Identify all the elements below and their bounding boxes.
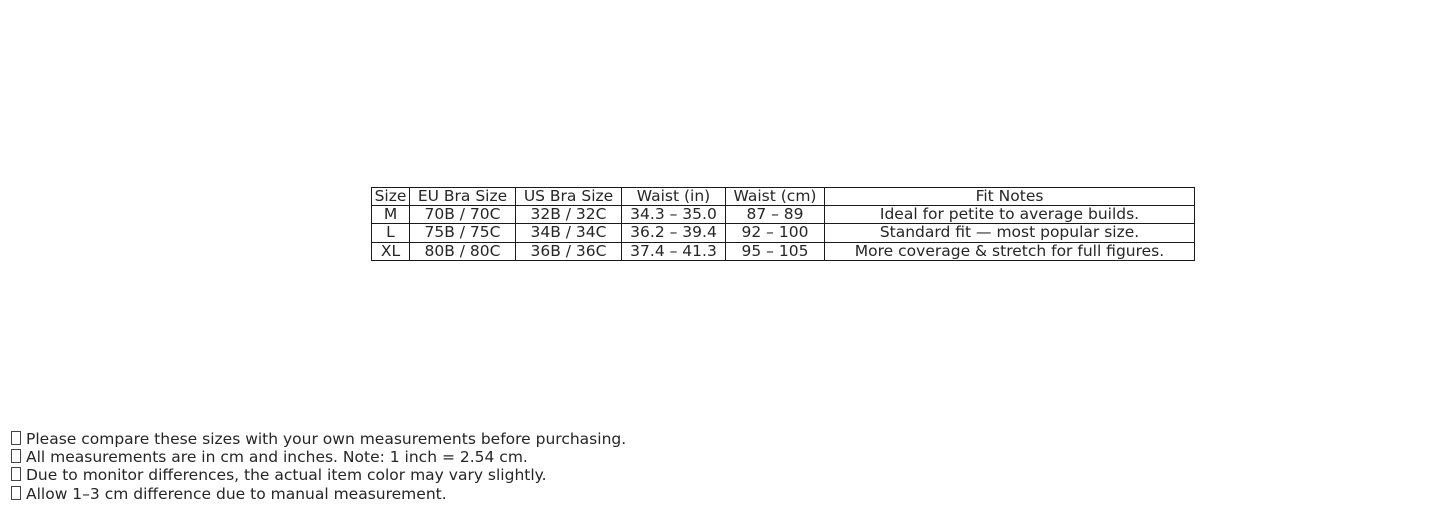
cell-fit-notes: Ideal for petite to average builds. bbox=[824, 205, 1195, 225]
note-item: All measurements are in cm and inches. N… bbox=[11, 448, 626, 466]
missing-glyph-icon bbox=[11, 467, 21, 482]
cell-us: 34B / 34C bbox=[515, 223, 622, 243]
note-item: Please compare these sizes with your own… bbox=[11, 430, 626, 448]
header-size: Size bbox=[371, 186, 410, 207]
header-fit-notes: Fit Notes bbox=[824, 186, 1195, 207]
cell-waist-in: 34.3 – 35.0 bbox=[621, 205, 726, 225]
note-item: Allow 1–3 cm difference due to manual me… bbox=[11, 485, 626, 503]
table-row: XL 80B / 80C 36B / 36C 37.4 – 41.3 95 – … bbox=[371, 241, 1195, 261]
missing-glyph-icon bbox=[11, 431, 21, 445]
cell-size: XL bbox=[371, 241, 410, 261]
cell-waist-in: 37.4 – 41.3 bbox=[621, 241, 726, 261]
note-item: Due to monitor differences, the actual i… bbox=[11, 466, 626, 484]
cell-waist-cm: 95 – 105 bbox=[725, 241, 825, 261]
cell-eu: 70B / 70C bbox=[409, 205, 516, 225]
cell-us: 32B / 32C bbox=[515, 205, 622, 225]
size-chart-table: Size EU Bra Size US Bra Size Waist (in) … bbox=[371, 186, 1195, 261]
cell-fit-notes: Standard fit — most popular size. bbox=[824, 223, 1195, 243]
note-text: Please compare these sizes with your own… bbox=[26, 430, 627, 448]
notes-list: Please compare these sizes with your own… bbox=[11, 430, 626, 503]
cell-waist-in: 36.2 – 39.4 bbox=[621, 223, 726, 243]
cell-size: L bbox=[371, 223, 410, 243]
header-eu-bra-size: EU Bra Size bbox=[409, 186, 516, 207]
cell-fit-notes: More coverage & stretch for full figures… bbox=[824, 241, 1195, 261]
header-us-bra-size: US Bra Size bbox=[515, 186, 622, 207]
note-text: Due to monitor differences, the actual i… bbox=[26, 466, 547, 485]
cell-us: 36B / 36C bbox=[515, 241, 622, 261]
cell-waist-cm: 87 – 89 bbox=[725, 205, 825, 225]
table-header-row: Size EU Bra Size US Bra Size Waist (in) … bbox=[371, 186, 1195, 207]
header-waist-in: Waist (in) bbox=[621, 186, 726, 207]
cell-size: M bbox=[371, 205, 410, 225]
missing-glyph-icon bbox=[11, 485, 21, 500]
note-text: Allow 1–3 cm difference due to manual me… bbox=[26, 484, 447, 503]
table-row: L 75B / 75C 34B / 34C 36.2 – 39.4 92 – 1… bbox=[371, 223, 1195, 243]
note-text: All measurements are in cm and inches. N… bbox=[26, 448, 528, 467]
cell-eu: 75B / 75C bbox=[409, 223, 516, 243]
cell-waist-cm: 92 – 100 bbox=[725, 223, 825, 243]
missing-glyph-icon bbox=[11, 449, 21, 464]
cell-eu: 80B / 80C bbox=[409, 241, 516, 261]
table-row: M 70B / 70C 32B / 32C 34.3 – 35.0 87 – 8… bbox=[371, 205, 1195, 225]
header-waist-cm: Waist (cm) bbox=[725, 186, 825, 207]
